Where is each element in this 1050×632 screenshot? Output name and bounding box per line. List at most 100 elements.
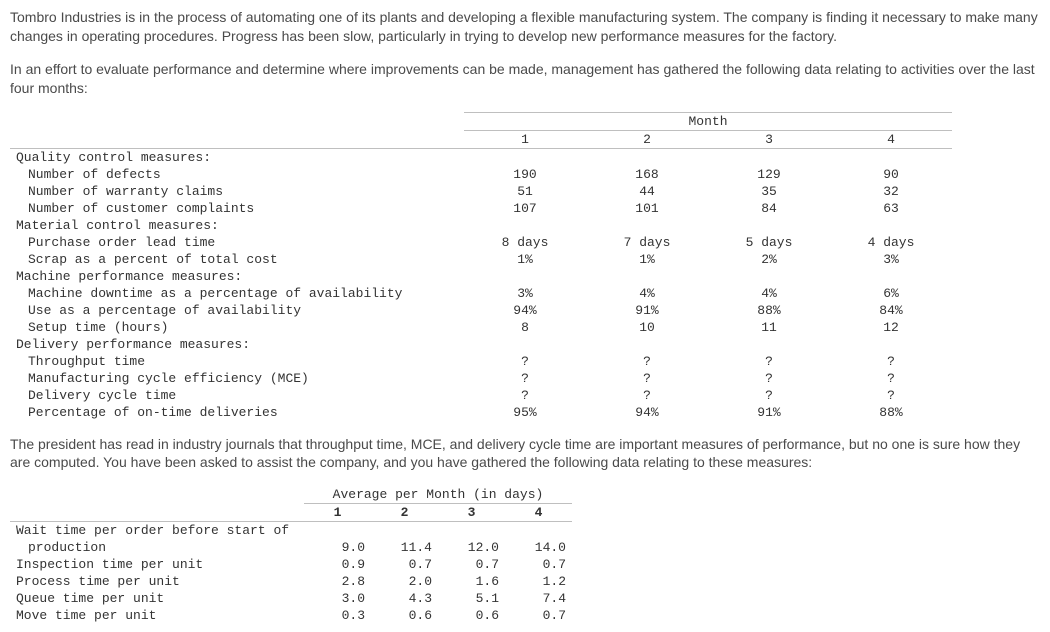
cell-value: 2.8 <box>304 573 371 590</box>
cell-value: 7.4 <box>505 590 572 607</box>
cell-value: 0.7 <box>438 556 505 573</box>
cell-value: 12.0 <box>438 539 505 556</box>
cell-value: 1.2 <box>505 573 572 590</box>
cell-value: ? <box>586 370 708 387</box>
cell-value: 101 <box>586 200 708 217</box>
cell-value: 90 <box>830 166 952 183</box>
row-label: Purchase order lead time <box>10 234 464 251</box>
cell-value: 2% <box>708 251 830 268</box>
cell-value: 4% <box>586 285 708 302</box>
avg-caption: Average per Month (in days) <box>304 486 572 504</box>
cell-value: 0.7 <box>371 556 438 573</box>
row-label: Throughput time <box>10 353 464 370</box>
cell-value: 4.3 <box>371 590 438 607</box>
cell-value: 0.7 <box>505 607 572 624</box>
row-label: Setup time (hours) <box>10 319 464 336</box>
cell-value: 5 days <box>708 234 830 251</box>
cell-value: 168 <box>586 166 708 183</box>
cell-value: 88% <box>708 302 830 319</box>
cell-value: 107 <box>464 200 586 217</box>
cell-value: 94% <box>586 404 708 421</box>
col-header-3: 3 <box>708 130 830 148</box>
cell-value: 0.6 <box>371 607 438 624</box>
cell-value: 44 <box>586 183 708 200</box>
col-header-4: 4 <box>830 130 952 148</box>
row-label: Machine downtime as a percentage of avai… <box>10 285 464 302</box>
cell-value: 12 <box>830 319 952 336</box>
cell-value: 91% <box>708 404 830 421</box>
cell-value: 0.9 <box>304 556 371 573</box>
cell-value: 91% <box>586 302 708 319</box>
row-label: Queue time per unit <box>10 590 304 607</box>
avg-col-2: 2 <box>371 504 438 522</box>
section-header: Quality control measures: <box>10 148 464 166</box>
cell-value: 8 days <box>464 234 586 251</box>
cell-value: 3.0 <box>304 590 371 607</box>
cell-value: ? <box>586 387 708 404</box>
section-header: Machine performance measures: <box>10 268 464 285</box>
intro-paragraph-1: Tombro Industries is in the process of a… <box>10 8 1040 46</box>
cell-value: ? <box>464 353 586 370</box>
row-label: Number of warranty claims <box>10 183 464 200</box>
cell-value: ? <box>830 353 952 370</box>
cell-value: 84 <box>708 200 830 217</box>
average-table: Average per Month (in days) 1 2 3 4 Wait… <box>10 486 572 624</box>
row-label: Scrap as a percent of total cost <box>10 251 464 268</box>
cell-value: 63 <box>830 200 952 217</box>
row-label: Move time per unit <box>10 607 304 624</box>
cell-value: 11 <box>708 319 830 336</box>
cell-value: 0.3 <box>304 607 371 624</box>
cell-value: 35 <box>708 183 830 200</box>
cell-value: 129 <box>708 166 830 183</box>
cell-value: 3% <box>464 285 586 302</box>
avg-col-4: 4 <box>505 504 572 522</box>
performance-table: Month 1 2 3 4 Quality control measures: N… <box>10 112 952 421</box>
cell-value: 95% <box>464 404 586 421</box>
cell-value: 11.4 <box>371 539 438 556</box>
row-label: Wait time per order before start of <box>10 522 304 540</box>
cell-value: ? <box>708 370 830 387</box>
col-header-2: 2 <box>586 130 708 148</box>
cell-value: 5.1 <box>438 590 505 607</box>
cell-value: ? <box>464 387 586 404</box>
mid-paragraph: The president has read in industry journ… <box>10 435 1040 473</box>
cell-value: ? <box>708 353 830 370</box>
cell-value: 2.0 <box>371 573 438 590</box>
cell-value: 0.6 <box>438 607 505 624</box>
cell-value: 10 <box>586 319 708 336</box>
cell-value: 190 <box>464 166 586 183</box>
cell-value: 3% <box>830 251 952 268</box>
col-header-1: 1 <box>464 130 586 148</box>
cell-value: 9.0 <box>304 539 371 556</box>
month-group-header: Month <box>464 112 952 130</box>
cell-value: 51 <box>464 183 586 200</box>
section-header: Delivery performance measures: <box>10 336 464 353</box>
cell-value: 84% <box>830 302 952 319</box>
cell-value: 1% <box>464 251 586 268</box>
cell-value: 94% <box>464 302 586 319</box>
row-label: Use as a percentage of availability <box>10 302 464 319</box>
cell-value: 0.7 <box>505 556 572 573</box>
row-label: Percentage of on-time deliveries <box>10 404 464 421</box>
cell-value: 1% <box>586 251 708 268</box>
cell-value: 7 days <box>586 234 708 251</box>
cell-value: 8 <box>464 319 586 336</box>
cell-value: ? <box>830 370 952 387</box>
cell-value: 4 days <box>830 234 952 251</box>
avg-col-3: 3 <box>438 504 505 522</box>
row-label: Process time per unit <box>10 573 304 590</box>
cell-value: ? <box>830 387 952 404</box>
cell-value: ? <box>464 370 586 387</box>
row-label-continued: production <box>10 539 304 556</box>
cell-value: 32 <box>830 183 952 200</box>
cell-value: 88% <box>830 404 952 421</box>
row-label: Number of customer complaints <box>10 200 464 217</box>
row-label: Delivery cycle time <box>10 387 464 404</box>
section-header: Material control measures: <box>10 217 464 234</box>
cell-value: 1.6 <box>438 573 505 590</box>
avg-col-1: 1 <box>304 504 371 522</box>
cell-value: ? <box>586 353 708 370</box>
row-label: Inspection time per unit <box>10 556 304 573</box>
cell-value: ? <box>708 387 830 404</box>
cell-value: 14.0 <box>505 539 572 556</box>
